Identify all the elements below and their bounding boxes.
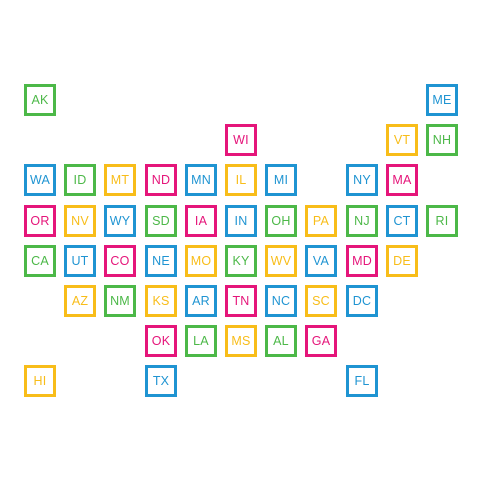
state-tile-wa[interactable]: WA bbox=[24, 164, 56, 196]
state-tile-nv[interactable]: NV bbox=[64, 205, 96, 237]
state-tile-oh[interactable]: OH bbox=[265, 205, 297, 237]
state-tile-sd[interactable]: SD bbox=[145, 205, 177, 237]
state-tile-il[interactable]: IL bbox=[225, 164, 257, 196]
state-tile-dc[interactable]: DC bbox=[346, 285, 378, 317]
state-tile-ct[interactable]: CT bbox=[386, 205, 418, 237]
state-tile-tx[interactable]: TX bbox=[145, 365, 177, 397]
state-tile-ma[interactable]: MA bbox=[386, 164, 418, 196]
state-tile-ia[interactable]: IA bbox=[185, 205, 217, 237]
state-tile-al[interactable]: AL bbox=[265, 325, 297, 357]
state-tile-nm[interactable]: NM bbox=[104, 285, 136, 317]
state-tile-me[interactable]: ME bbox=[426, 84, 458, 116]
state-tile-wv[interactable]: WV bbox=[265, 245, 297, 277]
state-tile-ak[interactable]: AK bbox=[24, 84, 56, 116]
state-tile-la[interactable]: LA bbox=[185, 325, 217, 357]
state-tile-hi[interactable]: HI bbox=[24, 365, 56, 397]
state-tile-az[interactable]: AZ bbox=[64, 285, 96, 317]
state-tile-ny[interactable]: NY bbox=[346, 164, 378, 196]
state-tile-ms[interactable]: MS bbox=[225, 325, 257, 357]
state-tile-va[interactable]: VA bbox=[305, 245, 337, 277]
state-tile-ks[interactable]: KS bbox=[145, 285, 177, 317]
state-tile-fl[interactable]: FL bbox=[346, 365, 378, 397]
state-tile-ok[interactable]: OK bbox=[145, 325, 177, 357]
state-tile-nd[interactable]: ND bbox=[145, 164, 177, 196]
state-tile-ar[interactable]: AR bbox=[185, 285, 217, 317]
state-tile-mt[interactable]: MT bbox=[104, 164, 136, 196]
state-tile-mo[interactable]: MO bbox=[185, 245, 217, 277]
state-tile-md[interactable]: MD bbox=[346, 245, 378, 277]
state-tile-wy[interactable]: WY bbox=[104, 205, 136, 237]
state-tile-nj[interactable]: NJ bbox=[346, 205, 378, 237]
state-tile-wi[interactable]: WI bbox=[225, 124, 257, 156]
state-tile-or[interactable]: OR bbox=[24, 205, 56, 237]
state-tile-id[interactable]: ID bbox=[64, 164, 96, 196]
state-tile-ga[interactable]: GA bbox=[305, 325, 337, 357]
state-tile-vt[interactable]: VT bbox=[386, 124, 418, 156]
state-tile-ri[interactable]: RI bbox=[426, 205, 458, 237]
state-tile-mi[interactable]: MI bbox=[265, 164, 297, 196]
state-tile-nc[interactable]: NC bbox=[265, 285, 297, 317]
state-tile-co[interactable]: CO bbox=[104, 245, 136, 277]
state-tile-de[interactable]: DE bbox=[386, 245, 418, 277]
state-tile-ut[interactable]: UT bbox=[64, 245, 96, 277]
state-tile-in[interactable]: IN bbox=[225, 205, 257, 237]
state-tile-sc[interactable]: SC bbox=[305, 285, 337, 317]
state-tile-ky[interactable]: KY bbox=[225, 245, 257, 277]
state-tile-pa[interactable]: PA bbox=[305, 205, 337, 237]
state-tile-ca[interactable]: CA bbox=[24, 245, 56, 277]
state-tile-tn[interactable]: TN bbox=[225, 285, 257, 317]
state-tile-mn[interactable]: MN bbox=[185, 164, 217, 196]
state-tile-ne[interactable]: NE bbox=[145, 245, 177, 277]
state-tile-nh[interactable]: NH bbox=[426, 124, 458, 156]
